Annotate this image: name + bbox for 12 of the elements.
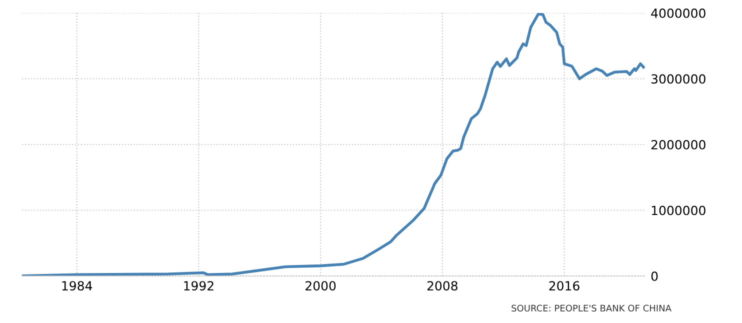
x-tick-label: 2016 [549,281,580,291]
y-tick-label: 3000000 [652,74,706,84]
y-tick-label: 4000000 [651,8,706,18]
y-tick-label: 0 [651,271,658,281]
x-tick-label: 1984 [62,281,92,291]
x-tick-label: 2000 [306,281,336,291]
y-tick-label: 2000000 [651,140,706,150]
x-tick-label: 2008 [427,281,458,291]
y-tick-label: 1000000 [652,206,706,216]
x-tick-label: 1992 [184,281,214,291]
line-series [22,13,645,276]
source-note: SOURCE: PEOPLE'S BANK OF CHINA [512,304,672,312]
